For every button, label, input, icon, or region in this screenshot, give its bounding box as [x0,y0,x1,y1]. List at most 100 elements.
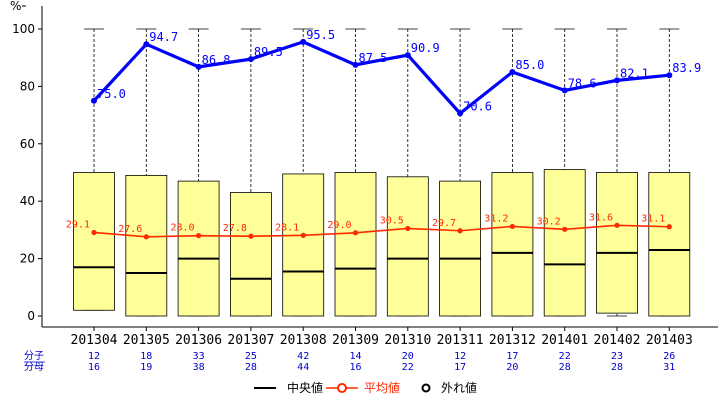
y-tick-label: 60 [20,137,35,151]
box-rect [491,172,534,317]
rate-data-label: 95.5 [306,28,335,42]
mean-point [143,234,149,240]
rate-point [195,63,202,70]
x-tick-label: 201308 [280,333,327,348]
y-tick-label: 40 [20,194,35,208]
denominator-value: 22 [402,362,414,373]
mean-data-label: 30.5 [380,215,404,226]
denominator-value: 28 [611,362,623,373]
box-rect [177,180,220,317]
rate-point [300,38,307,45]
rate-point [143,41,150,48]
numerator-value: 33 [193,351,205,362]
mean-data-label: 30.2 [537,216,561,227]
numerator-value: 23 [611,351,623,362]
numerator-value: 25 [245,351,257,362]
x-tick-label: 201307 [227,333,274,348]
rate-point [247,56,254,63]
rate-data-label: 94.7 [149,30,178,44]
x-tick-label: 201306 [175,333,222,348]
legend-mean-label: 平均値 [364,380,400,395]
denominator-value: 16 [88,362,100,373]
box-rect [596,172,638,314]
denominator-value: 20 [506,362,518,373]
numerator-value: 14 [349,351,361,362]
x-tick-label: 201309 [332,333,379,348]
box-rect [282,173,325,317]
denominator-label: 分母 [24,361,44,373]
box-rect [648,172,691,317]
y-tick-label: 80 [20,79,35,93]
rate-point [352,61,359,68]
mean-data-label: 31.2 [484,213,508,224]
box-rect [334,172,377,317]
numerator-value: 22 [559,351,571,362]
box-rect [439,180,482,317]
y-tick-label: 0 [27,309,35,323]
mean-point [614,222,620,228]
mean-point [405,225,411,232]
mean-point [562,226,568,232]
x-tick-label: 201311 [437,333,484,348]
rate-data-label: 87.5 [359,51,388,65]
denominator-value: 38 [193,362,205,373]
numerator-value: 12 [88,351,100,362]
mean-line [93,224,670,238]
x-tick-label: 201402 [594,333,641,348]
denominator-value: 28 [245,362,257,373]
counts-group: 分子分母121618193338252842441416202212171720… [24,350,675,373]
rate-point [457,110,464,117]
box-rect [125,174,168,317]
denominator-value: 28 [559,362,571,373]
x-tick-label: 201312 [489,333,536,348]
rate-data-label: 82.1 [620,66,649,80]
x-tick-label: 201304 [71,333,118,348]
numerator-value: 18 [140,351,152,362]
box-rect [543,169,586,317]
legend-mean-marker [337,383,347,393]
numerator-value: 26 [663,351,675,362]
rate-data-label: 78.6 [568,76,597,90]
y-tick-label: 20 [20,252,35,266]
x-tick-label: 201310 [384,333,431,348]
numerator-value: 12 [454,351,466,362]
mean-point [91,229,97,236]
denominator-value: 44 [297,362,309,373]
rate-point [614,77,620,84]
mean-point [196,233,202,239]
mean-point [300,232,306,238]
mean-point [666,224,672,230]
mean-data-label: 29.1 [66,219,90,230]
numerator-label: 分子 [24,350,44,362]
mean-point [352,230,359,236]
mean-point [457,228,463,234]
rate-data-label: 85.0 [515,58,544,72]
box-rect [229,192,272,317]
rate-data-label: 90.9 [411,41,440,55]
denominator-value: 19 [140,362,152,373]
y-axis-unit: % [10,0,21,13]
rate-point [561,87,568,94]
mean-point [248,233,254,239]
mean-data-label: 28.0 [171,223,195,234]
rate-point [404,52,411,59]
legend-outlier-marker [421,383,431,393]
mean-point [509,223,515,230]
rate-point [91,97,97,104]
legend-outlier-label: 外れ値 [441,380,477,395]
numerator-value: 42 [297,351,309,362]
mean-data-label: 27.8 [223,223,247,234]
rate-data-label: 89.5 [254,45,283,59]
y-tick-label: 100 [12,22,35,36]
x-labels-group: 201304 201305 201306 201307 201308 201309 2013… [71,327,693,348]
x-tick-label: 201401 [541,333,588,348]
denominator-value: 16 [349,362,361,373]
numerator-value: 20 [402,351,414,362]
box-rect [73,172,115,311]
axes-group: % 0 20 40 60 80 100 [10,0,718,328]
mean-data-label: 29.0 [327,220,351,231]
mean-data-label: 28.1 [275,222,299,233]
box-rect [386,176,429,317]
